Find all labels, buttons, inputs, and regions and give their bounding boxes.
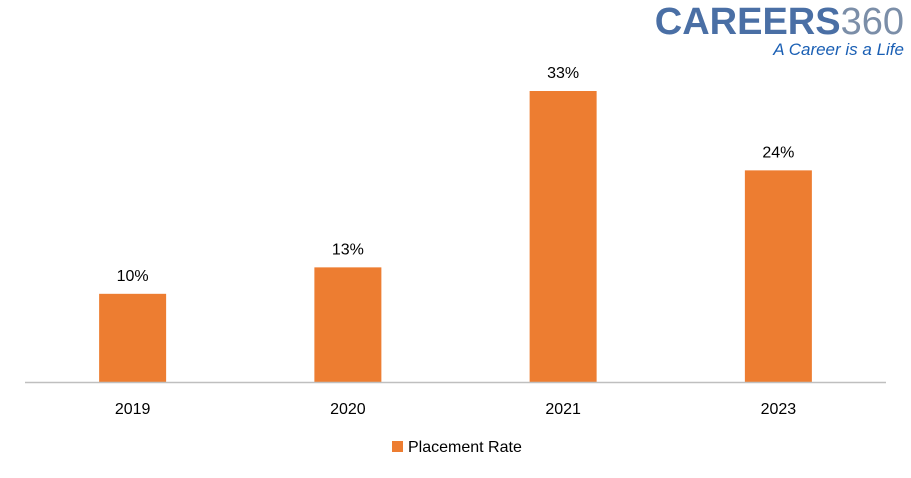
bar-2023	[744, 170, 812, 382]
x-tick-label-2021: 2021	[545, 401, 581, 418]
logo-brand-text: CAREERS	[654, 1, 841, 43]
data-label-2021: 33%	[547, 65, 579, 82]
logo-tagline: A Career is a Life	[773, 40, 904, 59]
data-labels-group: 10% 13% 33% 24%	[117, 65, 795, 285]
bars-group	[99, 91, 812, 382]
bar-2021	[529, 91, 597, 382]
bar-2020	[314, 267, 382, 382]
careers360-logo: CAREERS360 A Career is a Life	[640, 2, 908, 62]
legend-label: Placement Rate	[408, 439, 522, 456]
logo-number-text: 360	[840, 1, 904, 43]
x-tick-label-2019: 2019	[115, 401, 151, 418]
data-label-2020: 13%	[332, 241, 364, 258]
logo-wordmark: CAREERS360	[655, 2, 904, 42]
x-tick-label-2023: 2023	[761, 401, 797, 418]
legend: Placement Rate	[392, 439, 522, 456]
x-tick-labels-group: 2019 2020 2021 2023	[115, 401, 796, 418]
bar-2019	[99, 293, 167, 382]
x-tick-label-2020: 2020	[330, 401, 366, 418]
legend-swatch	[392, 441, 403, 452]
data-label-2019: 10%	[117, 268, 149, 285]
data-label-2023: 24%	[762, 144, 794, 161]
